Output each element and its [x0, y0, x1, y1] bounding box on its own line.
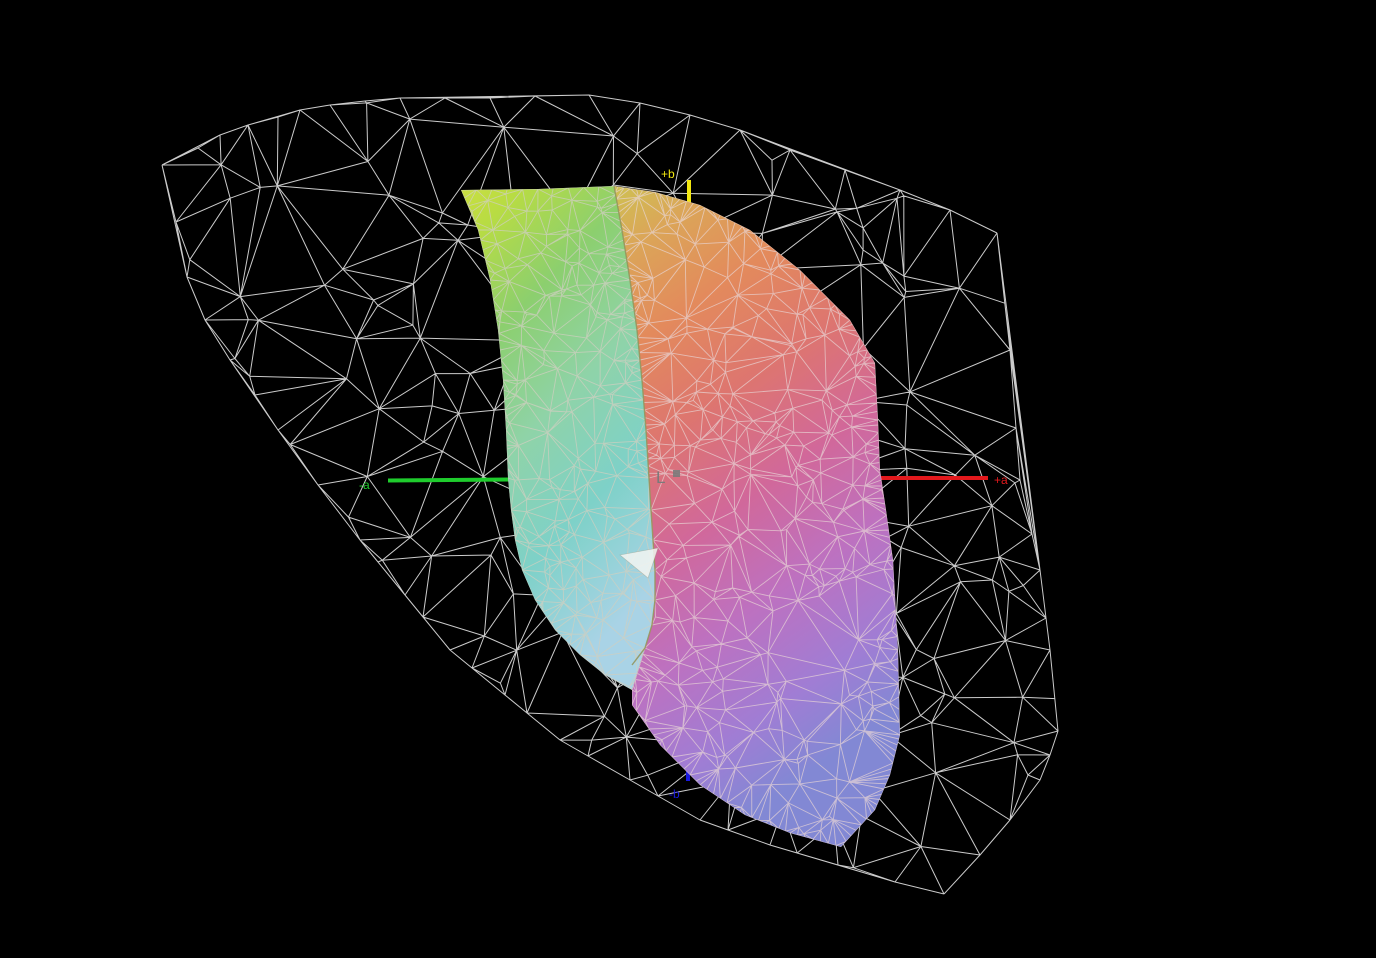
svg-text:L: L: [656, 468, 665, 487]
svg-text:-b: -b: [669, 787, 680, 801]
svg-text:+b: +b: [661, 167, 675, 181]
svg-text:-a: -a: [359, 478, 370, 492]
svg-text:+a: +a: [994, 473, 1008, 487]
